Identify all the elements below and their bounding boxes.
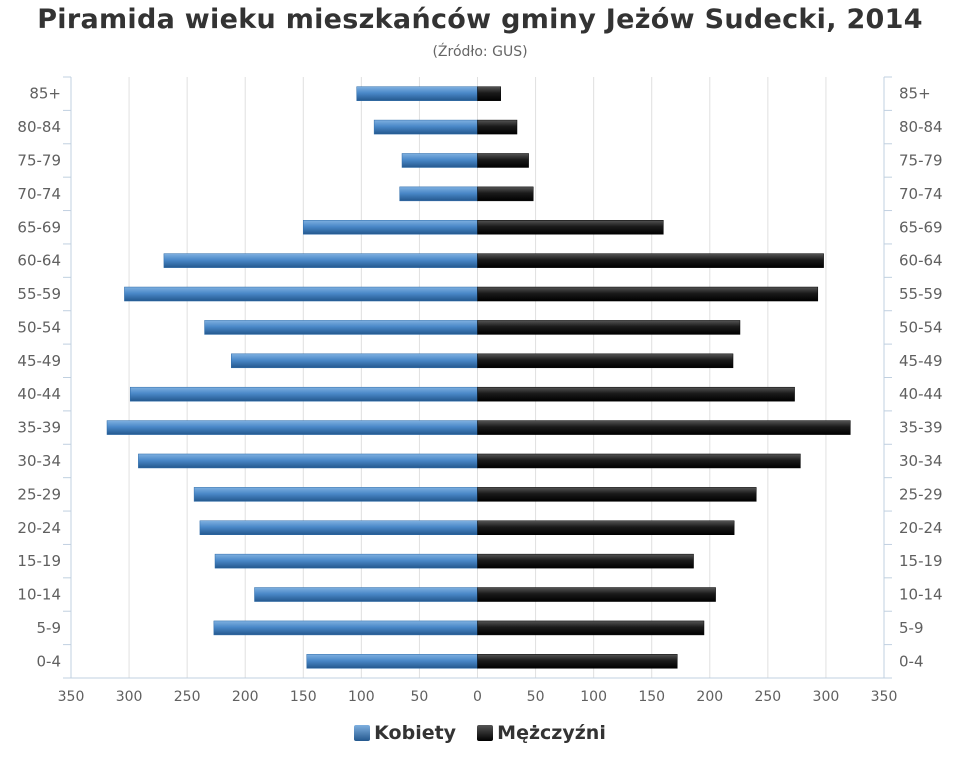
right-category-label: 45-49 — [899, 352, 943, 370]
bar-mezczyzni — [477, 320, 741, 335]
x-tick-label: 350 — [871, 689, 898, 705]
bar-kobiety — [373, 119, 478, 135]
right-category-label: 35-39 — [899, 419, 943, 437]
left-category-label: 60-64 — [17, 252, 61, 270]
left-category-label: 35-39 — [17, 419, 61, 437]
x-tick-label: 50 — [411, 689, 429, 705]
bar-mezczyzni — [477, 186, 534, 202]
bar-mezczyzni — [477, 520, 735, 535]
left-category-label: 40-44 — [17, 385, 61, 403]
left-category-label: 80-84 — [17, 118, 61, 136]
x-tick-label: 200 — [232, 689, 259, 705]
legend-label-men: Mężczyźni — [497, 722, 606, 744]
chart-legend: Kobiety Mężczyźni — [0, 722, 960, 745]
x-tick-label: 100 — [580, 689, 607, 705]
legend-swatch-women — [354, 725, 371, 741]
bar-kobiety — [204, 320, 478, 335]
right-category-label: 10-14 — [899, 586, 943, 604]
chart-subtitle: (Źródło: GUS) — [432, 44, 528, 60]
bar-mezczyzni — [477, 386, 795, 402]
right-category-label: 60-64 — [899, 252, 943, 270]
right-category-label: 20-24 — [899, 519, 943, 537]
left-category-label: 25-29 — [17, 485, 61, 503]
x-tick-label: 200 — [696, 689, 723, 705]
left-category-label: 55-59 — [17, 285, 61, 303]
x-tick-label: 250 — [754, 689, 781, 705]
bar-mezczyzni — [477, 654, 678, 669]
x-tick-label: 50 — [527, 689, 545, 705]
left-category-label: 20-24 — [17, 519, 61, 537]
bar-kobiety — [399, 186, 478, 202]
legend-label-women: Kobiety — [374, 722, 457, 744]
right-category-label: 40-44 — [899, 385, 943, 403]
legend-swatch-men — [477, 725, 494, 741]
x-tick-label: 300 — [813, 689, 840, 705]
bar-mezczyzni — [477, 553, 694, 569]
x-tick-label: 100 — [348, 689, 375, 705]
bar-mezczyzni — [477, 220, 664, 235]
bar-mezczyzni — [477, 453, 801, 469]
bar-kobiety — [124, 286, 478, 302]
right-category-label: 75-79 — [899, 151, 943, 169]
left-category-label: 50-54 — [17, 318, 61, 336]
bar-mezczyzni — [477, 420, 851, 435]
right-category-label: 0-4 — [899, 652, 924, 670]
bar-kobiety — [356, 86, 478, 101]
left-category-label: 65-69 — [17, 218, 61, 236]
right-category-label: 30-34 — [899, 452, 943, 470]
bar-mezczyzni — [477, 153, 529, 168]
bar-mezczyzni — [477, 253, 824, 268]
x-tick-label: 150 — [290, 689, 317, 705]
bar-mezczyzni — [477, 620, 705, 636]
bar-kobiety — [254, 587, 478, 602]
right-category-label: 15-19 — [899, 552, 943, 570]
left-category-label: 45-49 — [17, 352, 61, 370]
x-tick-label: 350 — [58, 689, 85, 705]
bar-mezczyzni — [477, 86, 501, 101]
right-category-label: 80-84 — [899, 118, 943, 136]
right-category-label: 5-9 — [899, 619, 924, 637]
right-category-label: 50-54 — [899, 318, 943, 336]
x-tick-label: 150 — [638, 689, 665, 705]
bar-kobiety — [106, 420, 478, 435]
x-tick-label: 300 — [116, 689, 143, 705]
bar-kobiety — [193, 487, 478, 502]
right-category-label: 55-59 — [899, 285, 943, 303]
left-category-label: 30-34 — [17, 452, 61, 470]
right-category-label: 65-69 — [899, 218, 943, 236]
bar-kobiety — [303, 220, 478, 235]
bar-kobiety — [214, 553, 478, 569]
bar-kobiety — [231, 353, 478, 369]
bar-kobiety — [163, 253, 478, 268]
bar-kobiety — [401, 153, 478, 168]
x-tick-label: 250 — [174, 689, 201, 705]
left-category-label: 5-9 — [37, 619, 62, 637]
bar-mezczyzni — [477, 353, 734, 369]
bar-kobiety — [199, 520, 478, 535]
left-category-label: 15-19 — [17, 552, 61, 570]
bar-kobiety — [213, 620, 478, 636]
left-category-label: 70-74 — [17, 185, 61, 203]
bar-mezczyzni — [477, 487, 757, 502]
left-category-label: 10-14 — [17, 586, 61, 604]
x-tick-label: 0 — [473, 689, 482, 705]
bar-mezczyzni — [477, 119, 518, 135]
right-category-label: 25-29 — [899, 485, 943, 503]
legend-item-men[interactable]: Mężczyźni — [477, 722, 606, 744]
bar-kobiety — [306, 654, 478, 669]
left-category-label: 0-4 — [37, 652, 62, 670]
right-category-label: 70-74 — [899, 185, 943, 203]
left-category-label: 75-79 — [17, 151, 61, 169]
bar-kobiety — [129, 386, 478, 402]
left-category-label: 85+ — [29, 85, 61, 103]
right-category-label: 85+ — [899, 85, 931, 103]
chart-title: Piramida wieku mieszkańców gminy Jeżów S… — [37, 4, 923, 35]
bar-mezczyzni — [477, 286, 819, 302]
bar-kobiety — [138, 453, 478, 469]
bar-mezczyzni — [477, 587, 716, 602]
legend-item-women[interactable]: Kobiety — [354, 722, 456, 744]
